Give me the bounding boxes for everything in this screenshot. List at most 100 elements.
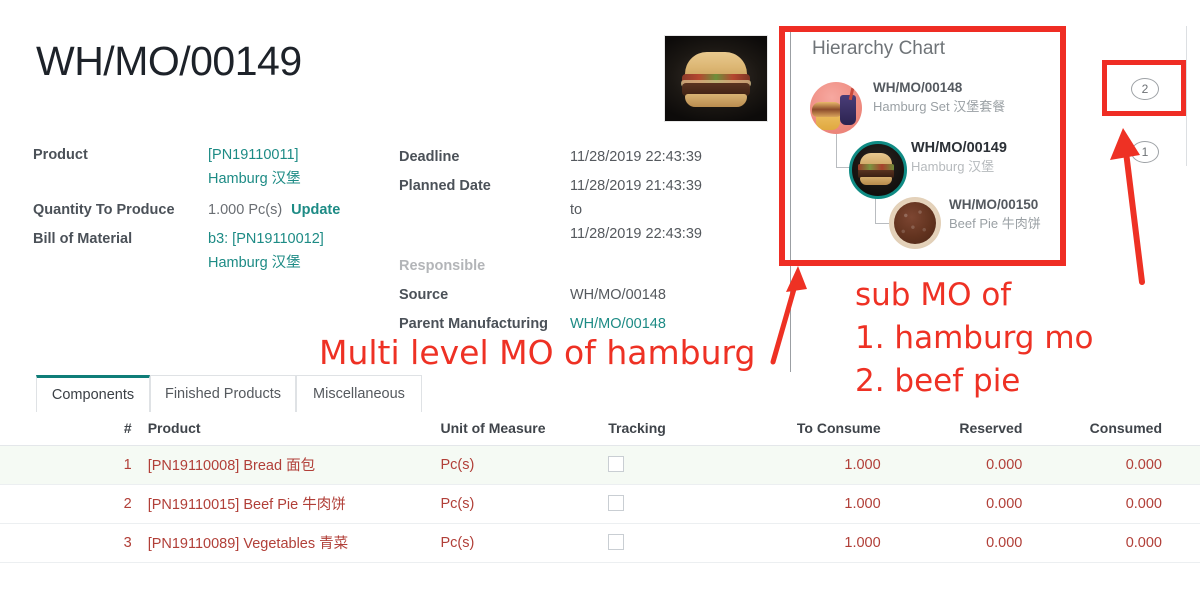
- cell-product[interactable]: [PN19110089] Vegetables 青菜: [139, 523, 441, 563]
- field-value-source: WH/MO/00148: [570, 287, 666, 303]
- field-product: Product [PN19110011] Hamburg 汉堡: [33, 143, 393, 191]
- field-deadline: Deadline 11/28/2019 22:43:39: [399, 145, 769, 169]
- tab-finished-products[interactable]: Finished Products: [150, 375, 296, 412]
- field-value-deadline: 11/28/2019 22:43:39: [570, 149, 702, 165]
- column-header-unit-of-measure[interactable]: Unit of Measure: [440, 412, 609, 446]
- product-image: [664, 35, 768, 122]
- field-value-planned-date: 11/28/2019 21:43:39 to 11/28/2019 22:43:…: [570, 174, 702, 246]
- field-value-bill-of-material: b3: [PN19110012] Hamburg 汉堡: [208, 227, 324, 275]
- tracking-checkbox[interactable]: [608, 455, 625, 472]
- burger-veggies-shape: [858, 164, 894, 171]
- field-label-responsible: Responsible: [399, 258, 486, 274]
- table-row[interactable]: 2 [PN19110015] Beef Pie 牛肉饼 Pc(s) 1.000 …: [0, 484, 1200, 524]
- cell-product[interactable]: [PN19110008] Bread 面包: [139, 445, 441, 485]
- cell-consumed[interactable]: 0.000: [1038, 445, 1200, 485]
- field-responsible: Responsible: [399, 254, 769, 278]
- cell-reserved[interactable]: 0.000: [896, 484, 1039, 524]
- annotation-sub-mo-item-1: 1. hamburg mo: [855, 320, 1094, 356]
- hierarchy-connector-2: [875, 193, 892, 224]
- burger-bottom-bun-shape: [685, 94, 747, 107]
- right-panel-edge: [1186, 26, 1187, 166]
- beef-patty-photo-icon: [889, 197, 941, 249]
- cell-unit-of-measure[interactable]: Pc(s): [440, 445, 609, 485]
- field-planned-date: Planned Date 11/28/2019 21:43:39 to 11/2…: [399, 174, 769, 246]
- cell-consumed[interactable]: 0.000: [1038, 484, 1200, 524]
- update-quantity-button[interactable]: Update: [291, 202, 341, 218]
- burger-patty-shape: [682, 83, 750, 96]
- annotation-sub-mo-item-2: 2. beef pie: [855, 363, 1021, 399]
- column-header-index[interactable]: #: [0, 412, 140, 446]
- cell-index: 3: [0, 523, 140, 563]
- tab-components[interactable]: Components: [36, 375, 150, 412]
- panel-divider: [790, 30, 791, 372]
- hamburger-photo-icon: [849, 141, 907, 199]
- product-name-link[interactable]: Hamburg 汉堡: [208, 171, 301, 187]
- column-header-consumed[interactable]: Consumed: [1038, 412, 1200, 446]
- tab-miscellaneous[interactable]: Miscellaneous: [296, 375, 422, 412]
- cell-index: 1: [0, 445, 140, 485]
- table-row[interactable]: 1 [PN19110008] Bread 面包 Pc(s) 1.000 0.00…: [0, 445, 1200, 485]
- stat-button-badge-top[interactable]: 2: [1131, 78, 1159, 100]
- table-header: # Product Unit of Measure Tracking To Co…: [0, 412, 1200, 446]
- annotation-arrow-to-hierarchy: [770, 266, 807, 365]
- cell-reserved[interactable]: 0.000: [896, 523, 1039, 563]
- cell-tracking: [608, 523, 741, 563]
- table-row[interactable]: 3 [PN19110089] Vegetables 青菜 Pc(s) 1.000…: [0, 523, 1200, 563]
- annotation-multi-level-mo: Multi level MO of hamburg: [319, 333, 756, 372]
- components-table: # Product Unit of Measure Tracking To Co…: [0, 412, 1200, 563]
- cell-unit-of-measure[interactable]: Pc(s): [440, 523, 609, 563]
- column-header-tracking[interactable]: Tracking: [608, 412, 741, 446]
- tracking-checkbox[interactable]: [608, 494, 625, 511]
- field-source: Source WH/MO/00148: [399, 283, 769, 307]
- cell-to-consume[interactable]: 1.000: [740, 523, 897, 563]
- cell-to-consume[interactable]: 1.000: [740, 445, 897, 485]
- cell-tracking: [608, 484, 741, 524]
- bom-code-link[interactable]: b3: [PN19110012]: [208, 231, 324, 247]
- field-label-bill-of-material: Bill of Material: [33, 231, 133, 247]
- parent-manufacturing-link[interactable]: WH/MO/00148: [570, 316, 666, 332]
- hierarchy-node-code: WH/MO/00150: [949, 197, 1039, 212]
- hierarchy-chart-title: Hierarchy Chart: [812, 38, 946, 59]
- cell-product[interactable]: [PN19110015] Beef Pie 牛肉饼: [139, 484, 441, 524]
- burger-patty-shape: [858, 170, 894, 178]
- hierarchy-node-desc: Beef Pie 牛肉饼: [949, 216, 1041, 231]
- stat-button-highlight-box: [1102, 60, 1186, 116]
- field-label-source: Source: [399, 287, 449, 303]
- burger-bottom-bun-shape: [860, 177, 892, 185]
- bom-name-link[interactable]: Hamburg 汉堡: [208, 255, 301, 271]
- field-value-parent-manufacturing: WH/MO/00148: [570, 312, 666, 336]
- cell-to-consume[interactable]: 1.000: [740, 484, 897, 524]
- hierarchy-node-desc: Hamburg 汉堡: [911, 159, 995, 174]
- form-column-left: Product [PN19110011] Hamburg 汉堡 Quantity…: [33, 143, 393, 280]
- page-title: WH/MO/00149: [36, 38, 302, 84]
- planned-date-start: 11/28/2019 21:43:39: [570, 178, 702, 194]
- hierarchy-chart-highlight-box: [779, 26, 1066, 266]
- field-value-product: [PN19110011] Hamburg 汉堡: [208, 143, 301, 191]
- column-header-reserved[interactable]: Reserved: [896, 412, 1039, 446]
- table-header-row: # Product Unit of Measure Tracking To Co…: [0, 412, 1200, 446]
- hierarchy-node-desc: Hamburg Set 汉堡套餐: [873, 99, 1006, 114]
- field-quantity-to-produce: Quantity To Produce 1.000 Pc(s) Update: [33, 198, 393, 222]
- planned-date-end: 11/28/2019 22:43:39: [570, 226, 702, 242]
- burger-top-bun-shape: [685, 52, 747, 78]
- drink-cup-shape: [840, 95, 856, 125]
- field-bill-of-material: Bill of Material b3: [PN19110012] Hambur…: [33, 227, 393, 275]
- annotation-arrow-to-stat-button: [1110, 128, 1145, 285]
- hamburg-set-combo-photo-icon: [810, 82, 862, 134]
- field-label-quantity-to-produce: Quantity To Produce: [33, 202, 175, 218]
- cell-unit-of-measure[interactable]: Pc(s): [440, 484, 609, 524]
- burger-top-bun-shape: [860, 153, 892, 166]
- cell-reserved[interactable]: 0.000: [896, 445, 1039, 485]
- field-label-parent-manufacturing: Parent Manufacturing: [399, 316, 549, 332]
- form-column-middle: Deadline 11/28/2019 22:43:39 Planned Dat…: [399, 145, 769, 341]
- column-header-to-consume[interactable]: To Consume: [740, 412, 897, 446]
- cell-consumed[interactable]: 0.000: [1038, 523, 1200, 563]
- tracking-checkbox[interactable]: [608, 533, 625, 550]
- field-value-quantity-to-produce: 1.000 Pc(s) Update: [208, 198, 340, 222]
- table-body: 1 [PN19110008] Bread 面包 Pc(s) 1.000 0.00…: [0, 445, 1200, 563]
- column-header-product[interactable]: Product: [139, 412, 441, 446]
- product-code-link[interactable]: [PN19110011]: [208, 147, 299, 163]
- hierarchy-node-text: WH/MO/00149 Hamburg 汉堡: [911, 139, 1007, 176]
- planned-date-separator: to: [570, 202, 583, 218]
- field-label-product: Product: [33, 147, 88, 163]
